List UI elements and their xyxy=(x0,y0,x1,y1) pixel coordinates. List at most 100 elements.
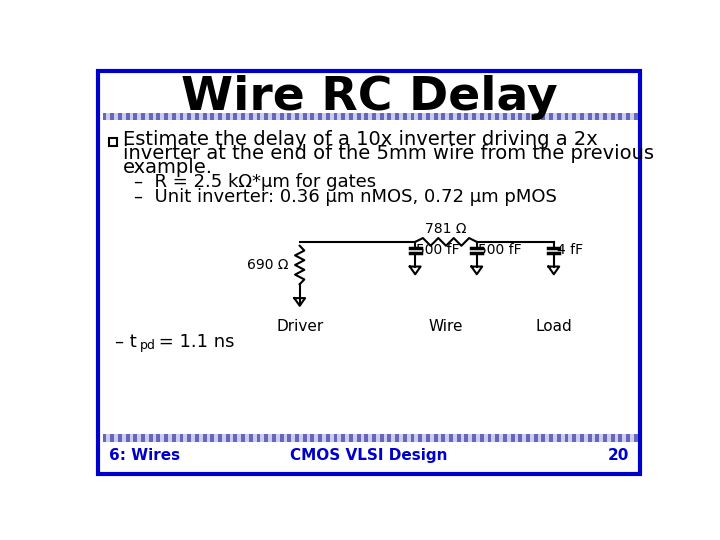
Bar xyxy=(126,112,130,120)
Bar xyxy=(138,434,141,442)
Text: Load: Load xyxy=(536,319,572,334)
Text: 781 Ω: 781 Ω xyxy=(426,222,467,236)
Bar xyxy=(379,434,384,442)
Bar xyxy=(476,112,480,120)
Bar xyxy=(464,434,468,442)
Text: 6: Wires: 6: Wires xyxy=(109,448,180,463)
Bar xyxy=(518,434,522,442)
Bar xyxy=(102,112,107,120)
Bar xyxy=(410,112,415,120)
Bar xyxy=(118,434,122,442)
Bar xyxy=(326,434,330,442)
Bar xyxy=(456,434,461,442)
Bar xyxy=(153,434,156,442)
Bar xyxy=(349,112,353,120)
Bar xyxy=(472,112,476,120)
Bar xyxy=(392,112,395,120)
Bar xyxy=(438,112,441,120)
Bar xyxy=(364,434,368,442)
Bar xyxy=(564,112,568,120)
Text: = 1.1 ns: = 1.1 ns xyxy=(153,333,235,351)
Bar xyxy=(384,112,387,120)
Bar xyxy=(468,434,472,442)
Bar xyxy=(191,112,195,120)
Bar xyxy=(592,112,595,120)
Bar xyxy=(222,112,226,120)
Bar xyxy=(456,112,461,120)
Bar xyxy=(222,434,226,442)
Bar xyxy=(545,112,549,120)
Bar xyxy=(215,112,218,120)
Bar xyxy=(303,112,307,120)
Bar xyxy=(538,112,541,120)
Bar xyxy=(615,112,618,120)
Bar xyxy=(238,112,241,120)
Bar xyxy=(392,434,395,442)
Bar xyxy=(310,434,315,442)
Bar xyxy=(595,434,599,442)
Bar xyxy=(191,434,195,442)
Bar xyxy=(484,112,487,120)
Bar xyxy=(141,112,145,120)
Bar xyxy=(557,434,561,442)
Bar xyxy=(480,434,484,442)
Bar xyxy=(588,112,592,120)
Bar xyxy=(403,112,407,120)
Bar xyxy=(172,112,176,120)
Text: 20: 20 xyxy=(608,448,629,463)
Bar xyxy=(133,112,138,120)
Bar xyxy=(634,434,638,442)
Bar xyxy=(368,434,372,442)
Bar xyxy=(241,434,245,442)
Bar xyxy=(618,434,622,442)
Bar xyxy=(207,434,210,442)
Bar xyxy=(626,434,630,442)
Bar xyxy=(549,112,553,120)
Bar xyxy=(464,112,468,120)
Bar xyxy=(588,434,592,442)
Bar xyxy=(476,434,480,442)
Bar xyxy=(345,112,349,120)
Bar xyxy=(203,112,207,120)
Bar xyxy=(545,434,549,442)
Bar xyxy=(322,434,326,442)
Bar xyxy=(253,434,256,442)
Bar xyxy=(276,112,279,120)
Bar xyxy=(503,434,507,442)
Bar xyxy=(568,112,572,120)
Bar xyxy=(303,434,307,442)
Bar xyxy=(138,112,141,120)
Bar xyxy=(415,434,418,442)
Bar xyxy=(495,434,499,442)
Bar xyxy=(261,434,264,442)
Bar xyxy=(153,112,156,120)
Text: Wire: Wire xyxy=(428,319,463,334)
Bar xyxy=(338,434,341,442)
Bar xyxy=(114,434,118,442)
Bar xyxy=(107,112,110,120)
Bar xyxy=(272,112,276,120)
Bar xyxy=(218,112,222,120)
Bar xyxy=(215,434,218,442)
Text: example.: example. xyxy=(122,158,212,177)
Bar xyxy=(418,112,422,120)
Bar xyxy=(122,434,126,442)
Bar xyxy=(433,434,438,442)
Bar xyxy=(538,434,541,442)
Bar xyxy=(564,434,568,442)
Bar xyxy=(341,434,345,442)
Bar xyxy=(522,112,526,120)
Bar xyxy=(353,112,356,120)
Bar xyxy=(249,434,253,442)
Bar xyxy=(268,434,272,442)
Bar xyxy=(256,434,261,442)
Bar xyxy=(245,112,249,120)
Bar xyxy=(387,434,392,442)
Bar xyxy=(168,434,172,442)
Bar xyxy=(487,112,492,120)
Bar xyxy=(210,434,215,442)
Bar xyxy=(149,112,153,120)
Bar xyxy=(592,434,595,442)
Bar xyxy=(279,434,284,442)
Bar xyxy=(145,112,149,120)
